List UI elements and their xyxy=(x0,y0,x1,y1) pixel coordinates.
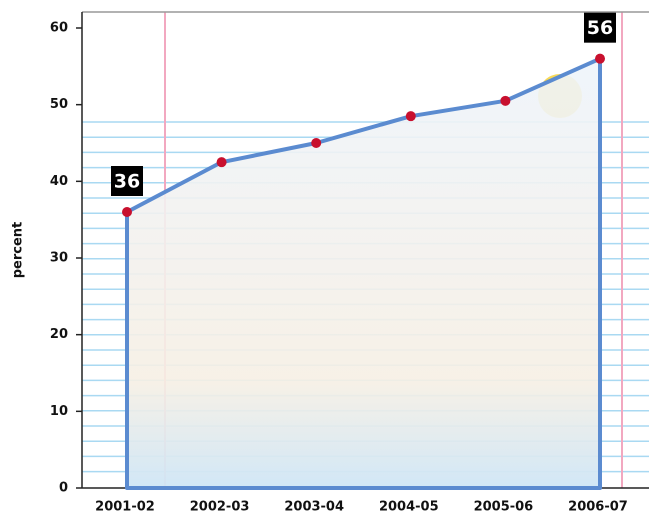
x-tick-label: 2001-02 xyxy=(95,500,155,515)
x-tick-label: 2005-06 xyxy=(474,500,534,515)
point xyxy=(406,111,416,121)
chart: percent 0 10 20 30 40 50 60 2001-02 2002-03 2003-… xyxy=(0,0,649,516)
point xyxy=(217,157,227,167)
value-label: 36 xyxy=(114,171,140,193)
y-tick-label: 60 xyxy=(50,21,68,36)
y-tick-label: 10 xyxy=(50,404,68,419)
y-tick-label: 20 xyxy=(50,327,68,342)
point xyxy=(122,207,132,217)
x-tick-label: 2002-03 xyxy=(190,500,250,515)
y-tick-label: 40 xyxy=(50,174,68,189)
point xyxy=(311,138,321,148)
y-axis-label: percent xyxy=(11,222,26,279)
y-tick-label: 30 xyxy=(50,251,68,266)
y-tick-label: 50 xyxy=(50,97,68,112)
value-label: 56 xyxy=(587,17,613,39)
x-tick-label: 2006-07 xyxy=(568,500,628,515)
y-tick-label: 0 xyxy=(59,481,68,496)
x-tick-label: 2003-04 xyxy=(284,500,344,515)
point xyxy=(500,96,510,106)
x-tick-label: 2004-05 xyxy=(379,500,439,515)
page: {"chart_data": {"type": "area", "ylabel"… xyxy=(0,0,649,520)
point xyxy=(595,54,605,64)
area xyxy=(127,59,600,488)
